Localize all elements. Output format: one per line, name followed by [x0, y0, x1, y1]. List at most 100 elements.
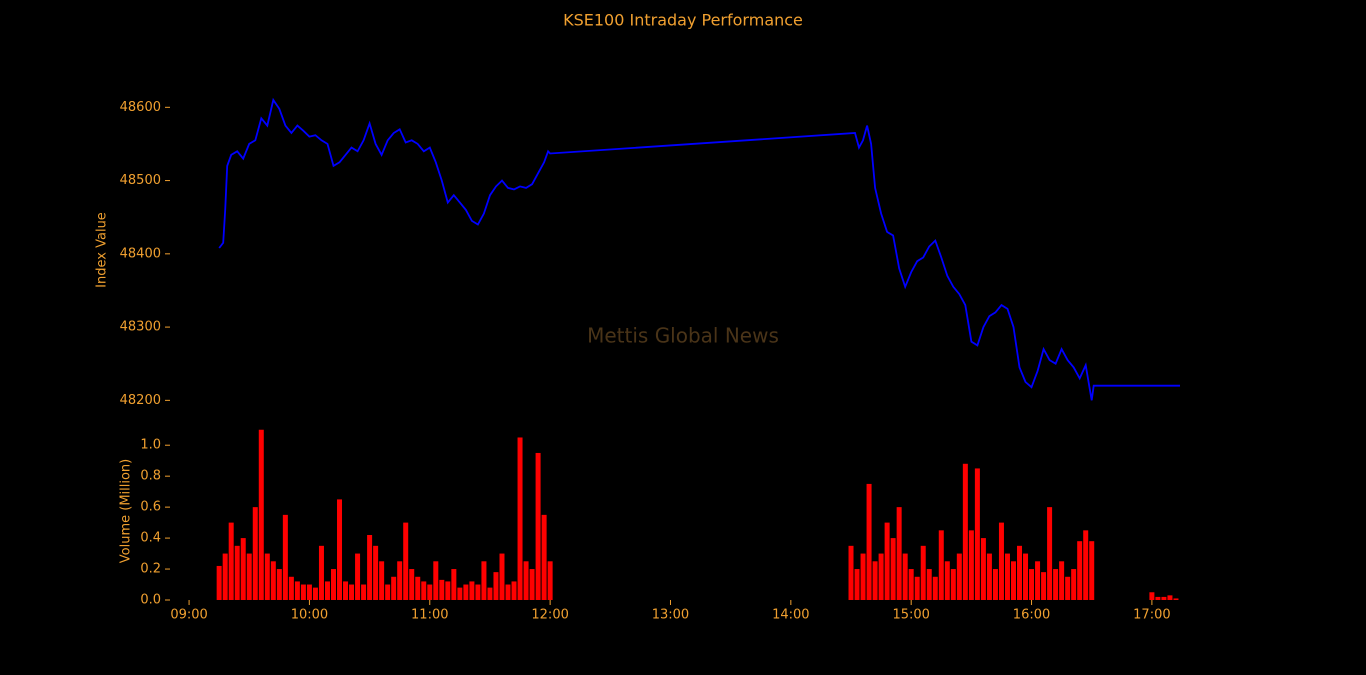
volume-bar — [529, 569, 535, 600]
chart-title: KSE100 Intraday Performance — [563, 11, 803, 30]
volume-bar — [896, 507, 902, 600]
volume-bar — [932, 576, 938, 600]
volume-bar — [240, 538, 246, 600]
volume-bar — [397, 561, 403, 600]
y-tick-label: 1.0 — [140, 438, 161, 453]
volume-bar — [481, 561, 487, 600]
volume-bar — [487, 587, 493, 600]
volume-bar — [294, 581, 300, 600]
volume-bar — [1071, 569, 1077, 600]
volume-bar — [505, 584, 511, 600]
volume-bar — [1029, 569, 1035, 600]
x-tick-label: 10:00 — [291, 608, 328, 623]
volume-bar — [373, 545, 379, 600]
volume-bar — [1053, 569, 1059, 600]
y-axis-label: Index Value — [95, 212, 110, 288]
volume-bar — [1155, 596, 1161, 600]
volume-bar — [866, 483, 872, 600]
volume-bar — [270, 561, 276, 600]
volume-bar — [222, 553, 228, 600]
volume-bar — [986, 553, 992, 600]
volume-bar — [992, 569, 998, 600]
volume-bar — [944, 561, 950, 600]
volume-bar — [872, 561, 878, 600]
x-tick-label: 13:00 — [652, 608, 689, 623]
volume-bar — [246, 553, 252, 600]
y-tick-label: 48300 — [120, 320, 161, 335]
volume-bar — [228, 522, 234, 600]
volume-bar — [1077, 541, 1083, 600]
volume-bar — [1023, 553, 1029, 600]
volume-bar — [276, 569, 282, 600]
volume-bar — [403, 522, 409, 600]
x-tick-label: 17:00 — [1133, 608, 1170, 623]
volume-bar — [1059, 561, 1065, 600]
volume-bar — [920, 545, 926, 600]
x-tick-label: 12:00 — [531, 608, 568, 623]
volume-bar — [463, 584, 469, 600]
y-axis-label: Volume (Million) — [119, 459, 134, 563]
x-tick-label: 11:00 — [411, 608, 448, 623]
volume-bar — [517, 437, 523, 600]
volume-bar — [385, 584, 391, 600]
volume-bar — [511, 581, 517, 600]
volume-bar — [1167, 595, 1173, 600]
volume-bar — [421, 581, 427, 600]
y-tick-label: 48500 — [120, 173, 161, 188]
x-tick-label: 14:00 — [772, 608, 809, 623]
volume-bar — [998, 522, 1004, 600]
volume-bar — [234, 545, 240, 600]
x-tick-label: 15:00 — [892, 608, 929, 623]
volume-bar — [902, 553, 908, 600]
volume-bar — [962, 463, 968, 600]
volume-bar — [1149, 592, 1155, 600]
volume-bar — [523, 561, 529, 600]
y-tick-label: 0.4 — [140, 531, 161, 546]
volume-bar — [968, 530, 974, 600]
volume-bar — [1173, 598, 1179, 600]
volume-bar — [355, 553, 361, 600]
volume-bar — [848, 545, 854, 600]
volume-bar — [493, 572, 499, 600]
volume-bar — [926, 569, 932, 600]
y-tick-label: 48400 — [120, 246, 161, 261]
volume-bar — [535, 452, 541, 600]
volume-bar — [318, 545, 324, 600]
volume-bar — [938, 530, 944, 600]
x-tick-label: 09:00 — [170, 608, 207, 623]
y-tick-label: 48600 — [120, 100, 161, 115]
volume-bar — [349, 584, 355, 600]
volume-bar — [216, 565, 222, 600]
volume-bar — [330, 569, 336, 600]
volume-bar — [956, 553, 962, 600]
y-tick-label: 0.2 — [140, 562, 161, 577]
volume-bar — [950, 569, 956, 600]
volume-bar — [343, 581, 349, 600]
volume-bar — [379, 561, 385, 600]
volume-bar — [258, 429, 264, 600]
volume-bar — [890, 538, 896, 600]
volume-bar — [391, 576, 397, 600]
volume-bar — [974, 468, 980, 600]
volume-bar — [547, 561, 553, 600]
volume-bar — [312, 587, 318, 600]
volume-bar — [409, 569, 415, 600]
y-tick-label: 0.8 — [140, 469, 161, 484]
volume-bar — [1010, 561, 1016, 600]
volume-bar — [884, 522, 890, 600]
volume-bar — [1004, 553, 1010, 600]
volume-bar — [451, 569, 457, 600]
volume-bar — [264, 553, 270, 600]
volume-bar — [439, 579, 445, 600]
volume-bar — [1065, 576, 1071, 600]
volume-bar — [854, 569, 860, 600]
volume-bar — [878, 553, 884, 600]
volume-bar — [980, 538, 986, 600]
volume-bar — [288, 576, 294, 600]
volume-bar — [1017, 545, 1023, 600]
watermark: Mettis Global News — [587, 324, 779, 348]
volume-bar — [282, 514, 288, 600]
volume-bar — [306, 584, 312, 600]
volume-bar — [1161, 596, 1167, 600]
